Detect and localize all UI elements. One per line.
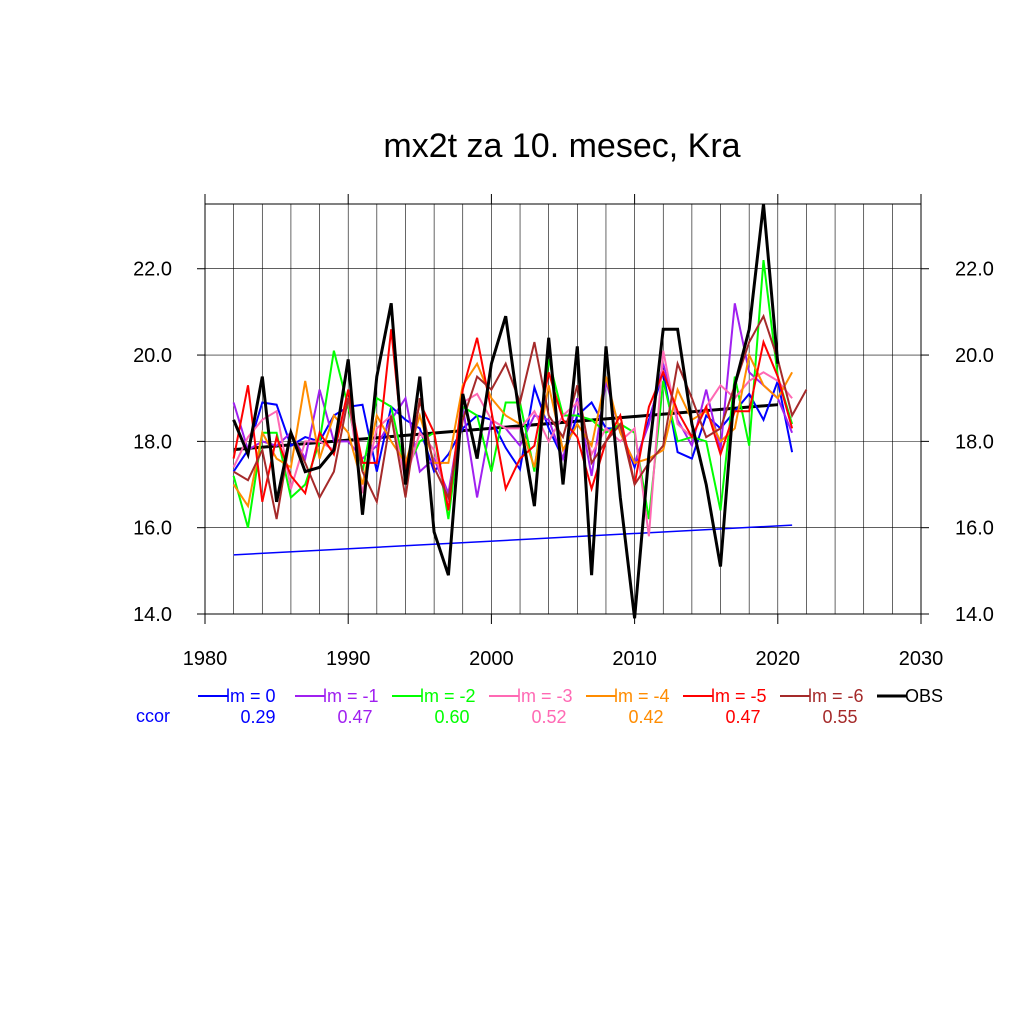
series-line	[232, 203, 780, 619]
plot-frame	[204, 203, 922, 615]
x-tick-label: 2000	[469, 648, 514, 670]
legend-item: OBS	[877, 686, 943, 706]
legend-label: lm = -4	[614, 686, 670, 706]
x-tick-label: 1990	[326, 648, 371, 670]
legend-item: lm = -40.42	[586, 686, 670, 727]
legend-label: lm = -5	[711, 686, 767, 706]
legend-item: lm = -60.55	[780, 686, 864, 727]
y-tick-label-right: 16.0	[955, 518, 994, 540]
y-tick-label-right: 22.0	[955, 259, 994, 281]
ccor-value: 0.52	[531, 707, 566, 727]
y-tick-label-left: 16.0	[133, 518, 172, 540]
grid	[205, 204, 921, 615]
legend-label: lm = -2	[420, 686, 476, 706]
series-line	[232, 259, 794, 528]
trend-line	[233, 524, 793, 556]
y-tick-label-left: 18.0	[133, 431, 172, 453]
y-tick-label-right: 14.0	[955, 604, 994, 626]
ccor-value: 0.42	[628, 707, 663, 727]
series-line	[233, 313, 808, 520]
legend-label: lm = 0	[226, 686, 276, 706]
y-tick-label-right: 20.0	[955, 345, 994, 367]
axis-tick-labels: 1980 1990 2000 2010 2020 2030 14.0 14.0 16.0 16.0…	[133, 259, 994, 670]
legend-label: OBS	[905, 686, 943, 706]
x-tick-label: 2020	[756, 648, 801, 670]
ccor-value: 0.29	[240, 707, 275, 727]
chart-title: mx2t za 10. mesec, Kra	[383, 127, 740, 165]
trend-lines	[233, 403, 793, 556]
legend-item: lm = -10.47	[295, 686, 379, 727]
legend-item: lm = -20.60	[392, 686, 476, 727]
ccor-value: 0.47	[725, 707, 760, 727]
legend-item: lm = -30.52	[489, 686, 573, 727]
x-tick-label: 1980	[183, 648, 228, 670]
ccor-value: 0.47	[337, 707, 372, 727]
legend-label: lm = -3	[517, 686, 573, 706]
x-tick-label: 2010	[612, 648, 657, 670]
ccor-label: ccor	[136, 706, 170, 726]
y-tick-label-left: 22.0	[133, 259, 172, 281]
axis-ticks	[197, 194, 929, 624]
legend-label: lm = -6	[808, 686, 864, 706]
legend-label: lm = -1	[323, 686, 379, 706]
ccor-value: 0.60	[434, 707, 469, 727]
ccor-value: 0.55	[822, 707, 857, 727]
series-line	[232, 372, 794, 474]
series-lines	[232, 203, 808, 619]
x-tick-label: 2030	[899, 648, 944, 670]
series-line	[232, 329, 794, 511]
y-tick-label-left: 20.0	[133, 345, 172, 367]
y-tick-label-left: 14.0	[133, 604, 172, 626]
legend-item: lm = -50.47	[683, 686, 767, 727]
y-tick-label-right: 18.0	[955, 431, 994, 453]
legend-item: lm = 00.29	[198, 686, 276, 727]
